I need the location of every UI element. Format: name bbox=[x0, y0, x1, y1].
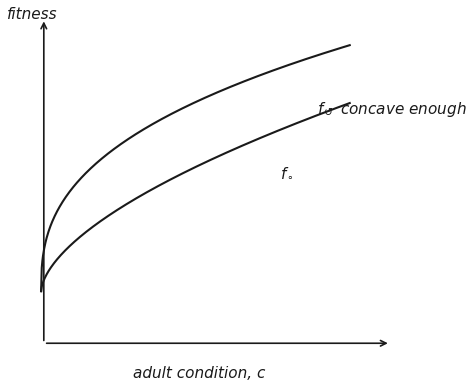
Text: adult condition, c: adult condition, c bbox=[133, 366, 265, 381]
Text: $f_{\!\!\;\circlearrowleft}$ concave enough: $f_{\!\!\;\circlearrowleft}$ concave eno… bbox=[317, 100, 467, 119]
Text: fitness: fitness bbox=[7, 7, 57, 22]
Text: $f_{\!\!\;\circ}$: $f_{\!\!\;\circ}$ bbox=[280, 166, 294, 181]
